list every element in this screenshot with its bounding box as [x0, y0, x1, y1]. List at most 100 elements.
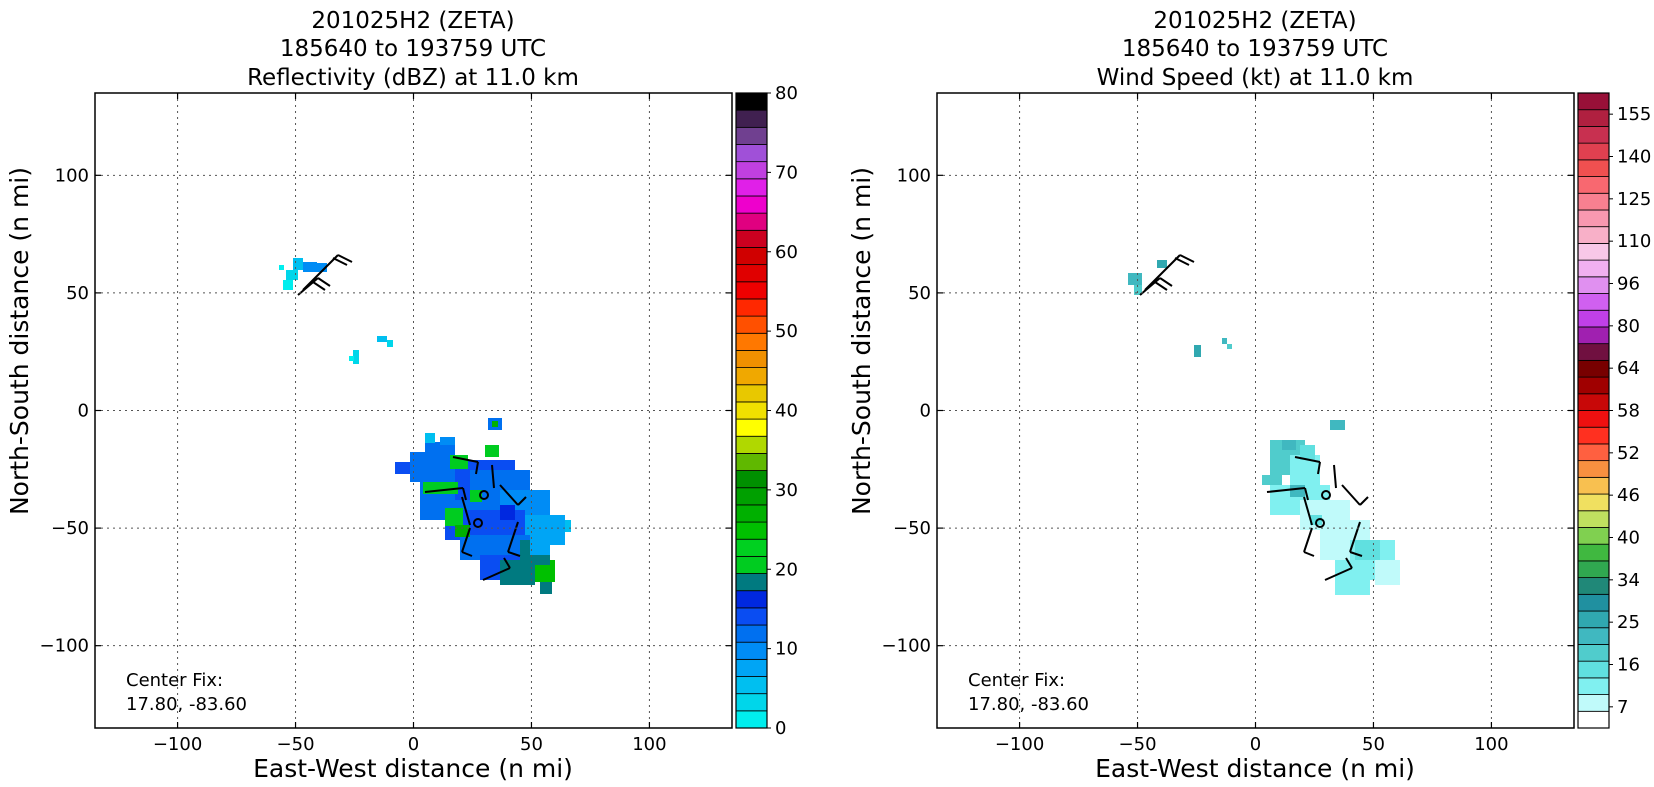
colorbar-swatch — [1577, 192, 1610, 211]
colorbar-tick-label: 140 — [1617, 147, 1651, 168]
colorbar: 7 16 25 34 40 46 52 58 64 80 96 110 125 140 155 — [1577, 92, 1651, 729]
wind-barb — [499, 484, 527, 506]
wind-barbs — [1139, 254, 1369, 581]
y-tick-label: 50 — [66, 283, 89, 304]
wind-barb — [1266, 487, 1309, 501]
y-tick-label: −50 — [893, 518, 931, 539]
x-tick-label: −100 — [153, 734, 202, 755]
colorbar-swatch — [1577, 242, 1610, 261]
colorbar-tick-label: 52 — [1617, 443, 1640, 464]
colorbar-swatch — [735, 624, 768, 643]
colorbar-swatch — [1577, 326, 1610, 345]
colorbar-swatch — [735, 178, 768, 197]
wind-barb — [482, 557, 511, 581]
colorbar-swatch — [735, 453, 768, 471]
colorbar-swatch — [1577, 543, 1610, 562]
wind-speed-panel: 201025H2 (ZETA) 185640 to 193759 UTC Win… — [847, 8, 1651, 783]
colorbar-swatch — [735, 350, 768, 368]
colorbar-swatch — [1577, 293, 1610, 311]
chart-title-line-1: 201025H2 (ZETA) — [1153, 8, 1356, 34]
y-axis-ticks: −100 −50 0 50 100 — [882, 165, 1574, 657]
calm-wind-marker — [1321, 490, 1331, 500]
wind-barb — [1303, 496, 1313, 526]
calm-wind-marker — [1315, 518, 1325, 528]
colorbar-swatch — [1577, 710, 1610, 729]
wind-barb — [1333, 464, 1337, 489]
chart-title-line-2: 185640 to 193759 UTC — [1122, 36, 1388, 62]
colorbar-tick-label: 125 — [1617, 189, 1651, 210]
wind-barb — [424, 487, 467, 501]
colorbar-swatch — [735, 195, 768, 214]
colorbar-swatch — [735, 229, 768, 248]
colorbar-swatch — [735, 212, 768, 231]
x-axis-label: East-West distance (n mi) — [253, 754, 573, 783]
colorbar-tick-label: 60 — [775, 242, 798, 263]
y-tick-label: 100 — [897, 165, 931, 186]
colorbar-swatch — [735, 126, 768, 145]
chart-title-line-1: 201025H2 (ZETA) — [311, 8, 514, 34]
colorbar-swatch — [735, 504, 768, 523]
center-fix-value: 17.80, -83.60 — [126, 694, 247, 715]
colorbar-swatch — [1577, 644, 1610, 662]
y-axis-ticks: −100 −50 0 50 100 — [40, 165, 732, 657]
colorbar-swatch — [735, 607, 768, 626]
colorbar-swatch — [1577, 510, 1610, 528]
y-tick-label: 0 — [78, 401, 89, 422]
colorbar-swatch — [1577, 126, 1610, 144]
wind-barb — [461, 496, 471, 526]
colorbar-swatch — [1577, 376, 1610, 395]
center-fix-label: Center Fix: — [968, 670, 1065, 691]
wind-barb — [1349, 521, 1363, 557]
colorbar-tick-label: 30 — [775, 480, 798, 501]
wind-barb — [297, 277, 331, 296]
reflectivity-panel: 201025H2 (ZETA) 185640 to 193759 UTC Ref… — [5, 8, 798, 783]
radar-echo-small — [349, 336, 393, 364]
chart-title-line-3: Wind Speed (kt) at 11.0 km — [1097, 65, 1414, 91]
x-axis-ticks: −100 −50 0 50 100 — [995, 93, 1509, 755]
colorbar-swatch — [1577, 226, 1610, 244]
colorbar-swatch — [735, 401, 768, 420]
colorbar-swatch — [1577, 460, 1610, 478]
colorbar-swatch — [1577, 593, 1610, 612]
colorbar-swatch — [1577, 159, 1610, 177]
colorbar-swatch — [1577, 176, 1610, 194]
wind-echo-nw — [1128, 260, 1167, 295]
colorbar-swatch — [735, 435, 768, 454]
colorbar-tick-label: 70 — [775, 162, 798, 183]
colorbar-swatch — [735, 418, 768, 437]
colorbar-swatch — [1577, 493, 1610, 512]
x-tick-label: −50 — [1119, 734, 1157, 755]
y-tick-label: −100 — [40, 636, 89, 657]
colorbar-swatch — [1577, 677, 1610, 695]
colorbar-swatch — [1577, 393, 1610, 411]
colorbar-tick-label: 7 — [1617, 697, 1628, 718]
wind-echo-main-band — [1262, 420, 1400, 595]
colorbar-tick-label: 46 — [1617, 485, 1640, 506]
colorbar-tick-label: 96 — [1617, 274, 1640, 295]
colorbar-tick-label: 20 — [775, 559, 798, 580]
colorbar-swatch — [1577, 560, 1610, 579]
wind-barb — [1303, 527, 1315, 557]
x-tick-label: 0 — [1250, 734, 1261, 755]
colorbar-swatch — [1577, 627, 1610, 645]
colorbar-tick-label: 10 — [775, 639, 798, 660]
colorbar-swatch — [1577, 343, 1610, 361]
y-axis-label: North-South distance (n mi) — [847, 167, 876, 515]
x-tick-label: 100 — [632, 734, 666, 755]
colorbar-swatch — [735, 161, 768, 180]
x-tick-label: −50 — [277, 734, 315, 755]
colorbar-tick-label: 25 — [1617, 612, 1640, 633]
colorbar-swatch — [735, 538, 768, 557]
colorbar-swatch — [735, 693, 768, 712]
colorbar-swatch — [735, 281, 768, 300]
colorbar-swatch — [1577, 92, 1610, 111]
grid — [95, 93, 732, 728]
colorbar-swatch — [735, 264, 768, 283]
colorbar-swatch — [1577, 142, 1610, 161]
wind-speed-field — [1128, 260, 1400, 595]
wind-barb — [1324, 557, 1353, 581]
center-fix-label: Center Fix: — [126, 670, 223, 691]
colorbar-swatch — [1577, 694, 1610, 712]
colorbar-swatch — [735, 298, 768, 317]
